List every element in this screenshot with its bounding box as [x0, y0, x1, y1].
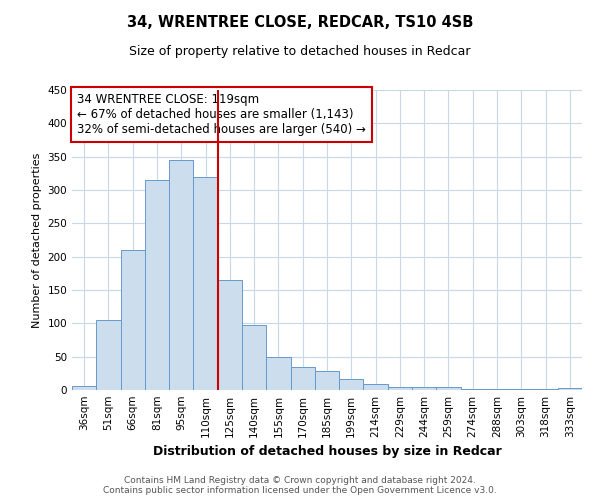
Bar [412, 386, 436, 390]
Bar [315, 370, 339, 390]
Bar [461, 388, 485, 390]
Text: 34 WRENTREE CLOSE: 119sqm
← 67% of detached houses are smaller (1,143)
32% of se: 34 WRENTREE CLOSE: 119sqm ← 67% of detac… [77, 93, 366, 136]
Bar [242, 326, 266, 390]
X-axis label: Distribution of detached houses by size in Redcar: Distribution of detached houses by size … [152, 446, 502, 458]
Text: Size of property relative to detached houses in Redcar: Size of property relative to detached ho… [129, 45, 471, 58]
Bar [290, 366, 315, 390]
Bar [339, 378, 364, 390]
Bar [169, 160, 193, 390]
Bar [436, 388, 461, 390]
Bar [72, 386, 96, 390]
Bar [218, 280, 242, 390]
Bar [364, 384, 388, 390]
Bar [96, 320, 121, 390]
Bar [266, 356, 290, 390]
Y-axis label: Number of detached properties: Number of detached properties [32, 152, 42, 328]
Bar [388, 386, 412, 390]
Text: 34, WRENTREE CLOSE, REDCAR, TS10 4SB: 34, WRENTREE CLOSE, REDCAR, TS10 4SB [127, 15, 473, 30]
Bar [193, 176, 218, 390]
Text: Contains HM Land Registry data © Crown copyright and database right 2024.
Contai: Contains HM Land Registry data © Crown c… [103, 476, 497, 495]
Bar [145, 180, 169, 390]
Bar [558, 388, 582, 390]
Bar [121, 250, 145, 390]
